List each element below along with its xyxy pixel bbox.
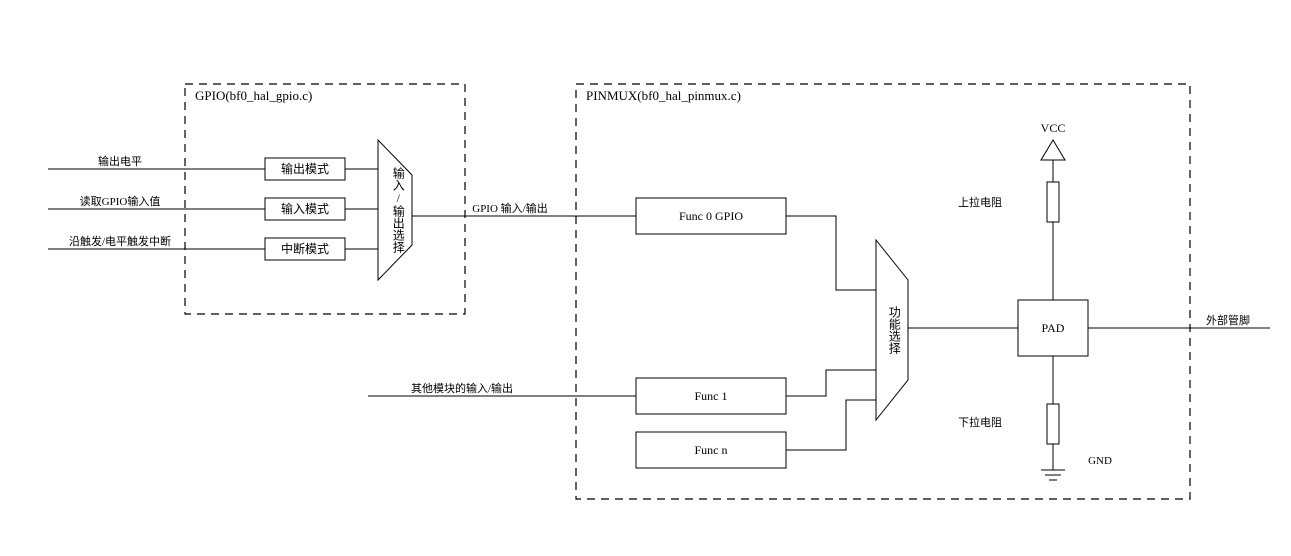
label-gpio-io: GPIO 输入/输出 — [472, 201, 547, 215]
label-other-io: 其他模块的输入/输出 — [411, 381, 513, 395]
gpio-group-box — [185, 84, 465, 314]
wire-func0-to-mux — [786, 216, 876, 290]
vcc-symbol — [1041, 140, 1065, 160]
gpio-pinmux-diagram: GPIO(bf0_hal_gpio.c) 输出电平 读取GPIO输入值 沿触发/… — [0, 0, 1291, 556]
vcc-label: VCC — [1041, 121, 1066, 135]
label-func1: Func 1 — [695, 389, 728, 403]
label-input-mode: 输入模式 — [281, 201, 329, 216]
label-func0: Func 0 GPIO — [679, 209, 743, 223]
label-read-input: 读取GPIO输入值 — [80, 194, 161, 208]
pad-label: PAD — [1042, 321, 1065, 335]
gpio-group-title: GPIO(bf0_hal_gpio.c) — [195, 88, 312, 103]
pullup-resistor — [1047, 182, 1059, 222]
label-out-level: 输出电平 — [98, 154, 142, 168]
pinmux-mux-label: 功能选择 — [887, 306, 901, 354]
pullup-label: 上拉电阻 — [958, 195, 1002, 209]
wire-func1-to-mux — [786, 370, 876, 396]
pulldown-resistor — [1047, 404, 1059, 444]
label-external: 外部管脚 — [1206, 313, 1250, 327]
label-interrupt-mode: 中断模式 — [281, 241, 329, 256]
label-funcn: Func n — [695, 443, 728, 457]
wire-funcn-to-mux — [786, 400, 876, 450]
label-output-mode: 输出模式 — [281, 161, 329, 176]
gnd-label: GND — [1088, 455, 1112, 467]
label-trigger: 沿触发/电平触发中断 — [69, 234, 171, 248]
pulldown-label: 下拉电阻 — [958, 415, 1002, 429]
pinmux-group-title: PINMUX(bf0_hal_pinmux.c) — [586, 88, 741, 103]
pinmux-group-box — [576, 84, 1190, 499]
gpio-mux-label: 输入/输出选择 — [391, 166, 405, 253]
